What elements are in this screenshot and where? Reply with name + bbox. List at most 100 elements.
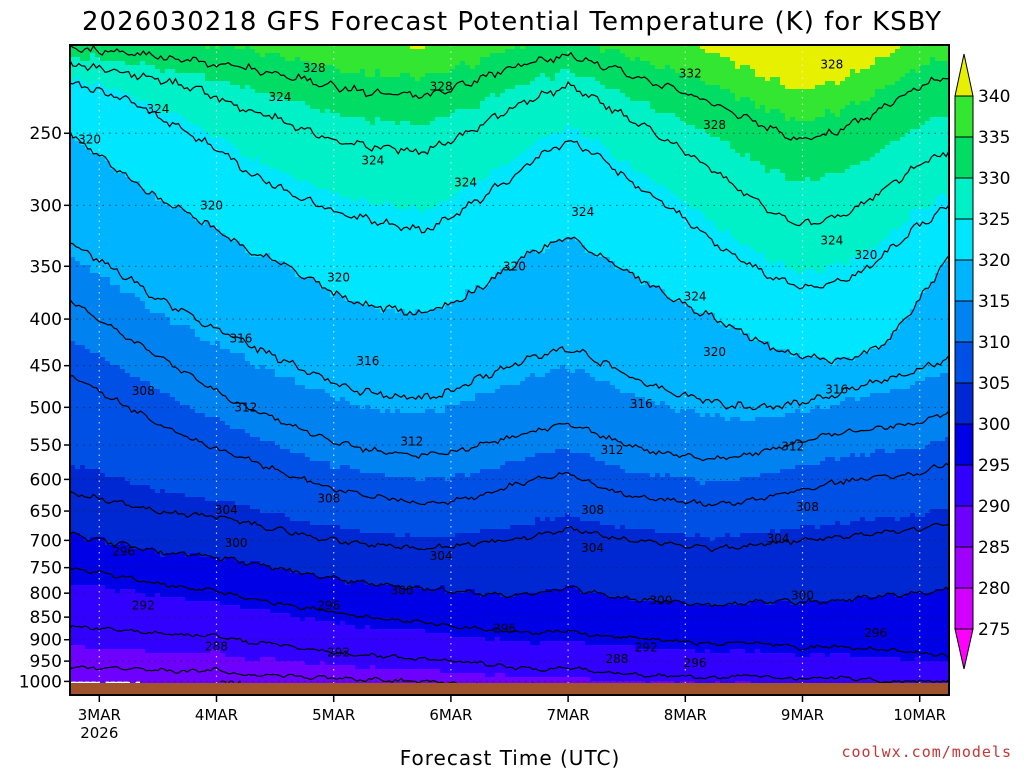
fill-cell (725, 329, 731, 422)
fill-cell (790, 653, 796, 686)
fill-cell (565, 585, 571, 642)
fill-cell (480, 57, 486, 102)
fill-cell (815, 181, 821, 274)
fill-cell (575, 453, 581, 518)
contour-label: 304 (767, 532, 790, 546)
fill-cell (540, 641, 546, 678)
fill-cell (120, 369, 126, 478)
fill-cell (870, 65, 876, 98)
fill-cell (845, 265, 851, 358)
fill-cell (660, 289, 666, 402)
fill-cell (860, 353, 866, 398)
fill-cell (560, 641, 566, 678)
fill-cell (435, 45, 441, 74)
fill-cell (475, 181, 481, 286)
fill-cell (930, 117, 936, 206)
fill-cell (670, 409, 676, 478)
fill-cell (180, 45, 186, 74)
fill-cell (430, 309, 436, 410)
fill-cell (685, 77, 691, 126)
fill-cell (70, 45, 76, 58)
fill-cell (185, 497, 191, 558)
fill-cell (205, 417, 211, 502)
fill-cell (395, 629, 401, 670)
fill-cell (460, 45, 466, 62)
fill-cell (730, 537, 736, 606)
fill-cell (375, 117, 381, 206)
fill-cell (715, 45, 721, 54)
fill-cell (550, 521, 556, 590)
fill-cell (390, 585, 396, 630)
fill-cell (215, 417, 221, 502)
fill-cell (720, 537, 726, 606)
fill-cell (825, 265, 831, 362)
fill-cell (120, 477, 126, 542)
fill-cell (465, 589, 471, 638)
fill-cell (810, 45, 816, 90)
fill-cell (295, 45, 301, 58)
fill-cell (115, 89, 121, 174)
fill-cell (680, 477, 686, 534)
fill-cell (890, 333, 896, 390)
fill-cell (365, 305, 371, 406)
fill-cell (900, 597, 906, 662)
fill-cell (835, 261, 841, 358)
fill-cell (575, 129, 581, 242)
fill-cell (425, 73, 431, 126)
fill-cell (515, 157, 521, 262)
fill-cell (350, 581, 356, 626)
fill-cell (715, 229, 721, 322)
fill-cell (635, 173, 641, 278)
fill-cell (740, 333, 746, 422)
fill-cell (265, 253, 271, 370)
fill-cell (860, 397, 866, 454)
fill-cell (335, 113, 341, 194)
fill-cell (540, 453, 546, 522)
fill-cell (570, 641, 576, 678)
fill-cell (90, 469, 96, 538)
fill-cell (425, 409, 431, 478)
fill-cell (335, 665, 341, 690)
fill-cell (700, 485, 706, 538)
fill-cell (390, 121, 396, 206)
fill-cell (755, 77, 761, 110)
fill-cell (330, 469, 336, 526)
fill-cell (300, 61, 306, 102)
fill-cell (205, 501, 211, 558)
fill-cell (545, 249, 551, 374)
fill-cell (705, 45, 711, 54)
fill-cell (445, 537, 451, 594)
fill-cell (120, 293, 126, 370)
fill-cell (555, 73, 561, 134)
fill-cell (820, 273, 826, 358)
fill-cell (900, 661, 906, 686)
fill-cell (785, 653, 791, 686)
fill-cell (290, 269, 296, 378)
fill-cell (760, 653, 766, 686)
fill-cell (495, 45, 501, 54)
fill-cell (445, 45, 451, 74)
fill-cell (720, 417, 726, 482)
fill-cell (535, 377, 541, 454)
fill-cell (600, 461, 606, 526)
fill-cell (530, 249, 536, 374)
fill-cell (905, 317, 911, 390)
fill-cell (165, 205, 171, 318)
fill-cell (325, 621, 331, 666)
fill-cell (145, 381, 151, 486)
fill-cell (780, 653, 786, 686)
fill-cell (945, 437, 949, 510)
fill-cell (770, 109, 776, 170)
fill-cell (885, 593, 891, 658)
fill-cell (610, 597, 616, 646)
fill-cell (845, 169, 851, 266)
fill-cell (520, 49, 526, 86)
fill-cell (675, 533, 681, 602)
fill-cell (265, 165, 271, 254)
fill-cell (845, 357, 851, 398)
fill-cell (640, 529, 646, 602)
fill-cell (645, 473, 651, 530)
fill-cell (115, 61, 121, 90)
fill-cell (175, 113, 181, 206)
fill-cell (80, 465, 86, 538)
